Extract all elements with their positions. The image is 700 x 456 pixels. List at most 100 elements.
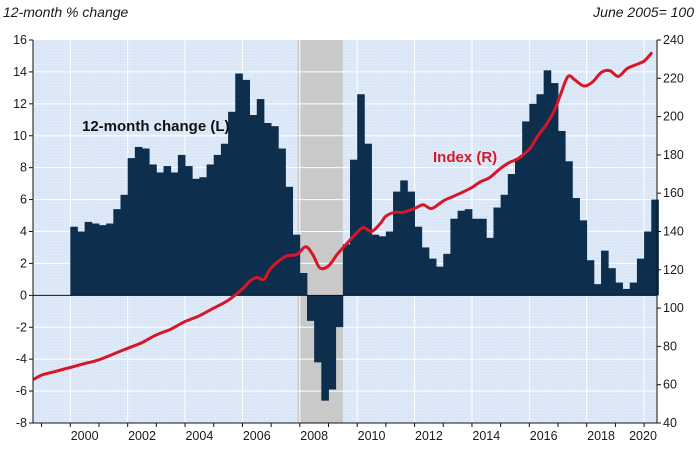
bar-series-label: 12-month change (L) xyxy=(82,118,230,135)
x-tick-label: 2006 xyxy=(243,429,271,443)
bar xyxy=(271,126,279,296)
bar xyxy=(364,143,372,296)
bar xyxy=(378,236,387,296)
bar xyxy=(335,295,344,328)
bar xyxy=(235,73,243,296)
line-series-label: Index (R) xyxy=(433,149,497,166)
x-tick-label: 2010 xyxy=(358,429,386,443)
index-line xyxy=(32,51,653,381)
bar xyxy=(113,209,121,296)
left-tick-label: 4 xyxy=(20,225,27,239)
left-tick-label: -8 xyxy=(16,416,27,430)
bar xyxy=(522,121,530,296)
bar xyxy=(636,258,645,296)
x-tick-label: 2004 xyxy=(185,429,213,443)
left-tick-label: 8 xyxy=(20,161,27,175)
left-tick-label: 10 xyxy=(13,129,27,143)
bar xyxy=(514,158,523,296)
bar xyxy=(586,260,595,296)
bar xyxy=(579,220,588,296)
bar xyxy=(91,223,100,296)
bar xyxy=(192,178,200,296)
x-tick-label: 2016 xyxy=(530,429,558,443)
left-tick-label: 0 xyxy=(20,288,27,302)
left-tick-label: -6 xyxy=(16,384,27,398)
left-tick-label: -2 xyxy=(16,320,27,334)
bar xyxy=(149,164,157,296)
bar xyxy=(393,191,401,296)
bar xyxy=(479,218,487,296)
bar xyxy=(163,166,172,296)
bar xyxy=(414,226,423,296)
bar xyxy=(558,130,566,296)
bar xyxy=(127,158,136,296)
x-tick-label: 2002 xyxy=(128,429,156,443)
bar xyxy=(550,83,559,296)
bar xyxy=(471,218,480,296)
bar xyxy=(170,172,179,296)
right-tick-label: 160 xyxy=(663,186,684,200)
bar xyxy=(177,154,186,296)
bar xyxy=(651,199,659,296)
bar xyxy=(486,237,494,296)
bar xyxy=(278,148,286,296)
bar xyxy=(120,194,129,296)
x-tick-label: 2020 xyxy=(629,429,657,443)
x-tick-label: 2012 xyxy=(415,429,443,443)
x-tick-label: 2018 xyxy=(587,429,615,443)
bar xyxy=(572,197,580,296)
bar xyxy=(314,295,322,363)
left-tick-label: 6 xyxy=(20,193,27,207)
bar xyxy=(464,209,473,296)
bar xyxy=(106,223,114,296)
bar xyxy=(328,295,337,390)
bar xyxy=(185,166,193,296)
bar xyxy=(263,122,272,296)
bar xyxy=(629,282,638,296)
right-tick-label: 180 xyxy=(663,148,684,162)
right-tick-label: 120 xyxy=(663,263,684,277)
bar xyxy=(342,244,351,296)
bar xyxy=(98,225,107,296)
bar xyxy=(249,115,258,296)
right-tick-label: 80 xyxy=(663,339,677,353)
bar xyxy=(615,282,623,296)
bar xyxy=(228,111,236,296)
bar xyxy=(593,284,602,296)
bar xyxy=(142,148,150,296)
left-tick-label: 2 xyxy=(20,256,27,270)
left-tick-label: 12 xyxy=(13,97,27,111)
bar xyxy=(306,295,315,321)
bar xyxy=(529,103,537,296)
right-tick-label: 220 xyxy=(663,71,684,85)
right-axis-unit-label: June 2005= 100 xyxy=(593,4,694,20)
bar xyxy=(134,146,143,296)
bar xyxy=(220,143,229,296)
bar xyxy=(443,253,451,296)
bar xyxy=(601,250,609,296)
right-tick-label: 40 xyxy=(663,416,677,430)
bar xyxy=(357,94,365,296)
bar xyxy=(256,99,265,296)
bar xyxy=(608,268,616,296)
bar xyxy=(644,231,652,296)
bar xyxy=(242,79,251,296)
bar xyxy=(450,218,459,296)
bar xyxy=(199,177,207,296)
left-tick-label: -4 xyxy=(16,352,27,366)
bar xyxy=(622,288,631,296)
bar xyxy=(543,70,552,296)
bar xyxy=(70,226,78,296)
left-tick-label: 16 xyxy=(13,33,27,47)
bar xyxy=(213,154,222,296)
bar xyxy=(77,231,86,296)
x-tick-label: 2014 xyxy=(472,429,500,443)
bar xyxy=(371,234,380,296)
x-tick-label: 2008 xyxy=(300,429,328,443)
right-tick-label: 140 xyxy=(663,225,684,239)
bar xyxy=(428,258,437,296)
right-tick-label: 100 xyxy=(663,301,684,315)
bar xyxy=(457,210,466,296)
bar xyxy=(500,194,509,296)
